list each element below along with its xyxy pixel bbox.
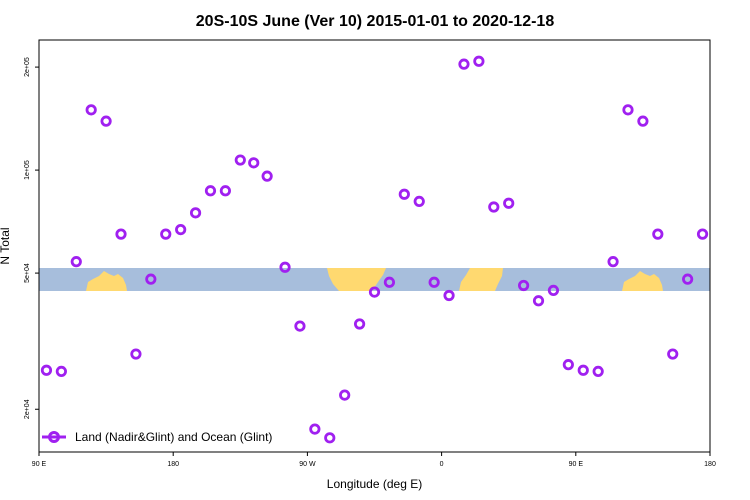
y-tick-label: 2e+04 (24, 399, 31, 419)
x-tick-label: 90 E (32, 461, 47, 468)
data-point (175, 224, 187, 236)
data-point (55, 365, 67, 378)
x-axis: 90 E 180 90 W 0 90 E 180 (32, 452, 716, 468)
data-point (324, 432, 336, 444)
data-point (383, 276, 396, 288)
data-point (145, 273, 157, 285)
y-tick-label: 1e+05 (24, 160, 31, 180)
data-point (189, 207, 202, 219)
land-australia-1 (86, 271, 127, 291)
land-africa (459, 268, 503, 291)
data-point (622, 104, 634, 116)
data-point (234, 154, 246, 166)
data-point (85, 104, 97, 116)
data-point (100, 115, 112, 127)
data-point (443, 289, 455, 302)
data-point (458, 58, 470, 70)
data-point (667, 348, 679, 360)
plot-frame (38, 39, 711, 453)
data-point (219, 185, 231, 197)
data-point (130, 348, 142, 360)
data-point (562, 359, 574, 371)
data-point (279, 261, 291, 273)
legend-label: Land (Nadir&Glint) and Ocean (Glint) (75, 430, 272, 444)
data-point (398, 188, 410, 200)
data-points (40, 55, 709, 444)
data-point (353, 318, 366, 330)
x-tick-label: 0 (440, 461, 444, 468)
data-point (248, 157, 260, 169)
land-ocean-band (39, 268, 710, 291)
data-point (682, 273, 694, 285)
data-point (339, 389, 351, 401)
data-point (473, 55, 485, 67)
data-point (70, 256, 82, 268)
data-point (652, 228, 664, 240)
data-point (428, 276, 440, 288)
legend-marker (48, 431, 60, 443)
y-tick-label: 5e+04 (24, 263, 31, 283)
data-point (488, 201, 500, 213)
data-point (40, 364, 53, 376)
y-tick-label: 2e+05 (24, 57, 31, 77)
y-axis-label: N Total (0, 227, 12, 264)
data-point (309, 423, 321, 435)
y-axis: 2e+04 5e+04 1e+05 2e+05 (24, 57, 39, 419)
land-south-america (327, 268, 386, 291)
data-point (160, 228, 172, 240)
land-australia-2 (622, 271, 663, 291)
data-point (592, 365, 604, 378)
data-point (577, 364, 589, 376)
data-point (637, 115, 649, 127)
data-point (261, 170, 273, 182)
data-point (518, 279, 530, 292)
data-point (115, 228, 127, 240)
x-tick-label: 180 (167, 461, 179, 468)
legend: Land (Nadir&Glint) and Ocean (Glint) (42, 430, 272, 444)
x-axis-label: Longitude (deg E) (327, 477, 422, 491)
x-tick-label: 180 (704, 461, 716, 468)
data-point (368, 286, 381, 298)
data-point (607, 256, 619, 268)
data-point (503, 197, 515, 209)
data-point (547, 284, 560, 297)
chart-title: 20S-10S June (Ver 10) 2015-01-01 to 2020… (196, 13, 555, 30)
data-point (294, 320, 306, 332)
data-point (696, 228, 709, 240)
x-tick-label: 90 E (569, 461, 584, 468)
x-tick-label: 90 W (299, 461, 316, 468)
data-point (204, 185, 217, 197)
data-point (413, 195, 425, 208)
data-point (532, 295, 545, 307)
